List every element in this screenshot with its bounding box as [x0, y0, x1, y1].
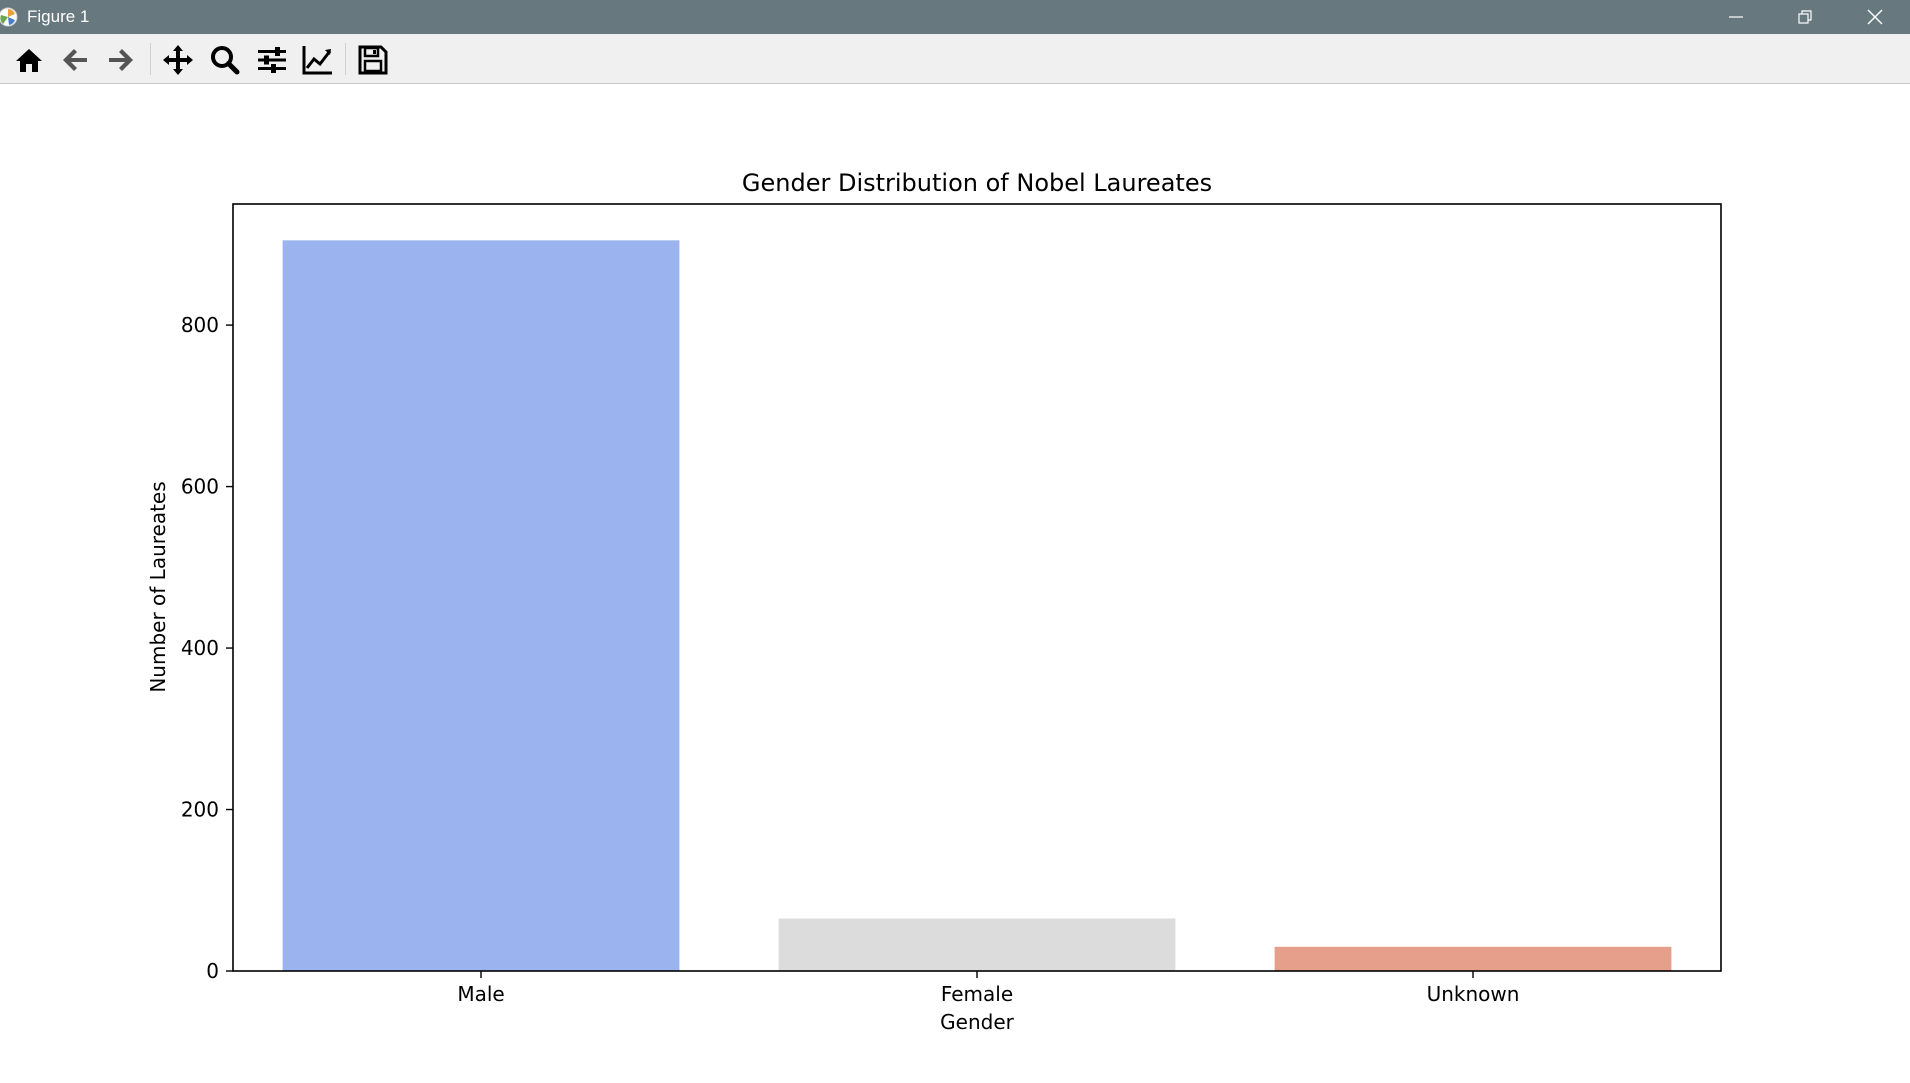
arrow-right-icon: [109, 49, 133, 71]
y-axis: 0 200 400 600 800: [181, 313, 233, 983]
y-tick-label: 600: [181, 475, 219, 499]
window-titlebar: Figure 1: [0, 0, 1910, 34]
home-icon: [16, 49, 42, 72]
matplotlib-logo-icon: [0, 7, 18, 27]
minimize-icon: [1729, 16, 1743, 18]
restore-button[interactable]: [1775, 0, 1835, 34]
save-button[interactable]: [354, 42, 392, 78]
y-tick-label: 0: [206, 959, 219, 983]
restore-icon: [1798, 10, 1812, 24]
line-chart-icon: [302, 46, 332, 75]
bar-female: [778, 918, 1176, 971]
bar-chart: Gender Distribution of Nobel Laureates 0…: [146, 169, 1722, 1034]
subplots-button[interactable]: [253, 42, 291, 78]
figure-canvas[interactable]: Gender Distribution of Nobel Laureates 0…: [0, 84, 1910, 1079]
navigation-toolbar: [0, 34, 1910, 84]
arrow-left-icon: [63, 49, 87, 71]
bar-male: [282, 240, 680, 972]
sliders-icon: [258, 47, 286, 73]
customize-button[interactable]: [299, 42, 337, 78]
chart-title: Gender Distribution of Nobel Laureates: [742, 169, 1212, 197]
back-button[interactable]: [56, 42, 94, 78]
bars-group: [282, 240, 1672, 972]
y-tick-label: 200: [181, 798, 219, 822]
y-tick-label: 800: [181, 313, 219, 337]
move-icon: [163, 45, 193, 75]
close-button[interactable]: [1845, 0, 1905, 34]
minimize-button[interactable]: [1706, 0, 1766, 34]
x-axis: Male Female Unknown: [457, 971, 1519, 1006]
y-tick-label: 400: [181, 636, 219, 660]
bar-unknown: [1274, 946, 1672, 971]
window-title: Figure 1: [27, 7, 90, 26]
zoom-button[interactable]: [206, 42, 244, 78]
pan-button[interactable]: [159, 42, 197, 78]
close-icon: [1867, 9, 1883, 25]
x-axis-label: Gender: [940, 1010, 1014, 1034]
x-tick-label: Male: [457, 982, 504, 1006]
toolbar-separator: [345, 43, 346, 75]
y-axis-label: Number of Laureates: [146, 481, 170, 692]
home-button[interactable]: [10, 42, 48, 78]
x-tick-label: Female: [941, 982, 1013, 1006]
magnifier-icon: [211, 46, 240, 75]
floppy-disk-icon: [358, 45, 388, 75]
forward-button[interactable]: [102, 42, 140, 78]
x-tick-label: Unknown: [1427, 982, 1520, 1006]
toolbar-separator: [150, 43, 151, 75]
